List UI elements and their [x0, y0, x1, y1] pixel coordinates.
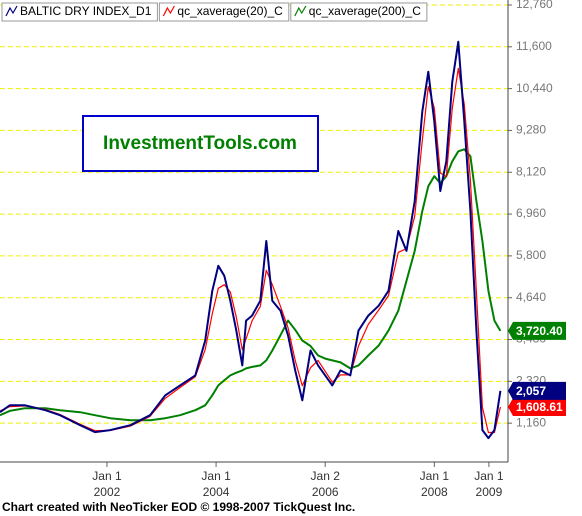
x-tick-sublabel: 2008 — [421, 485, 448, 499]
x-tick-label: Jan 1 — [92, 469, 122, 483]
legend-swatch — [294, 5, 307, 17]
footer: Chart created with NeoTicker EOD © 1998-… — [2, 500, 355, 514]
y-tick-label: 4,640 — [516, 290, 546, 304]
legend-box — [158, 2, 290, 22]
series-line — [0, 40, 502, 440]
y-tick-label: 11,600 — [516, 39, 552, 53]
value-tag — [508, 321, 566, 340]
y-tick-label: 6,960 — [516, 206, 546, 220]
plot-layer — [0, 4, 508, 440]
legend-label: qc_xaverage(20)_C — [177, 4, 283, 18]
value-label: 1,608.61 — [516, 400, 563, 414]
x-tick-sublabel: 2004 — [203, 485, 230, 499]
x-tick-label: Jan 2 — [311, 469, 341, 483]
y-tick-label: 5,800 — [516, 248, 546, 262]
y-tick-label: 12,760 — [516, 0, 553, 11]
value-label: 3,720.40 — [516, 324, 563, 338]
y-tick-label: 10,440 — [516, 81, 553, 95]
legend-entry: qc_xaverage(200)_C — [294, 4, 421, 18]
legend-entry: qc_xaverage(20)_C — [162, 4, 283, 18]
series-line — [0, 148, 502, 422]
value-label: 2,057 — [516, 384, 546, 398]
legend-swatch — [5, 5, 18, 17]
x-tick-sublabel: 2002 — [94, 485, 121, 499]
legend-swatch — [162, 5, 175, 17]
watermark-box — [82, 115, 319, 172]
x-tick-label: Jan 1 — [474, 469, 504, 483]
watermark: InvestmentTools.com — [103, 133, 297, 154]
value-tag — [508, 397, 566, 416]
y-tick-label: 1,160 — [516, 415, 546, 429]
y-tick-label: 8,120 — [516, 164, 546, 178]
legend-label: qc_xaverage(200)_C — [309, 4, 421, 18]
legend-entry: BALTIC DRY INDEX_D1 — [5, 4, 152, 18]
legend-label: BALTIC DRY INDEX_D1 — [20, 4, 152, 18]
value-tag — [508, 381, 566, 400]
y-tick-label: 9,280 — [516, 123, 546, 137]
x-tick-label: Jan 1 — [420, 469, 450, 483]
legend-box — [290, 2, 428, 22]
x-tick-sublabel: 2009 — [476, 485, 503, 499]
legend-box — [1, 2, 158, 22]
x-tick-label: Jan 1 — [201, 469, 231, 483]
x-tick-sublabel: 2006 — [312, 485, 339, 499]
